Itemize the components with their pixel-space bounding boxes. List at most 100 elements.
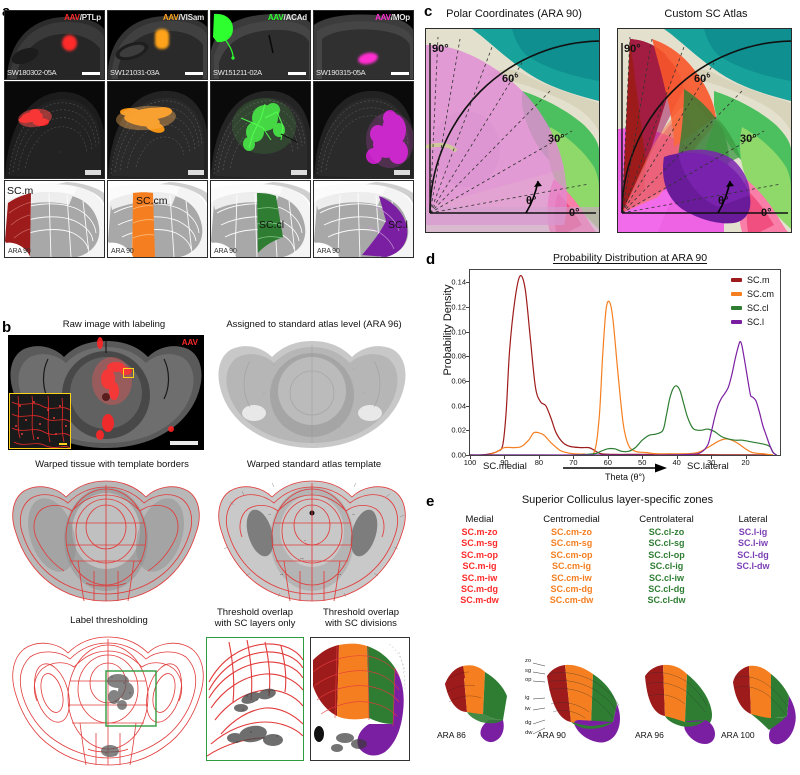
injection-image-1: AAV/PTLp SW180302-05A xyxy=(4,10,105,80)
chart-x-tick-mark xyxy=(745,455,747,459)
zone-column-medial: Medial SC.m-zo SC.m-sg SC.m-op SC.m-ig S… xyxy=(433,514,526,607)
polar-coordinates-image: 90° 60° 30° 0° θ° xyxy=(425,28,600,233)
panel-e: Superior Colliculus layer-specific zones… xyxy=(425,492,797,772)
zone-item: SC.l-iw xyxy=(737,538,768,549)
b-title-4: Warped standard atlas template xyxy=(246,459,382,470)
ara-level-2: ARA 90 xyxy=(111,248,134,255)
ara-level-4: ARA 90 xyxy=(317,248,340,255)
zone-item: SC.cm-iw xyxy=(551,572,592,583)
layer-label-dw: dw xyxy=(525,730,533,736)
zone-item: SC.cm-zo xyxy=(550,527,592,537)
panel-a: AAV/PTLp SW180302-05A xyxy=(4,10,416,258)
ara-shape-label: ARA 100 xyxy=(721,730,755,740)
panel-c-letter: c xyxy=(424,3,433,20)
zone-column-header-medial: Medial xyxy=(465,514,494,525)
zone-item: SC.cl-dg xyxy=(648,584,685,595)
zone-item: SC.cl-zo xyxy=(648,527,685,537)
c-right-title: Custom SC Atlas xyxy=(664,8,748,20)
chart-y-tick: 0.04 xyxy=(451,401,466,411)
panel-a-column-1: AAV/PTLp SW180302-05A xyxy=(4,10,105,258)
sc-labeling-svg-1 xyxy=(5,82,104,178)
svg-text:pag: pag xyxy=(300,558,304,560)
zone-item: SC.m-dw xyxy=(460,595,499,606)
sc-shape-ara86: ARA 86 xyxy=(437,660,529,746)
scale-bar-sc-3 xyxy=(291,170,307,175)
chart-legend-item[interactable]: SC.cm xyxy=(731,289,774,299)
sc-shape-ara90: zo sg op ig iw dg dw ARA 90 xyxy=(525,658,635,746)
injection-svg-4 xyxy=(314,11,413,79)
chart-y-tick: 0.14 xyxy=(451,277,466,287)
zone-item: SC.m-dg xyxy=(461,584,498,595)
svg-text:ctx: ctx xyxy=(268,513,272,516)
ara-shape-label: ARA 86 xyxy=(437,730,466,740)
chart-y-tick-mark xyxy=(466,405,470,407)
zone-item: SC.m-iw xyxy=(461,572,498,583)
chart-x-right-label: SC.lateral xyxy=(687,461,729,472)
chart-legend-label: SC.cm xyxy=(747,289,774,299)
inset-scale-bar xyxy=(59,443,67,445)
chart-y-tick-mark xyxy=(466,356,470,358)
polar-svg xyxy=(426,29,599,232)
b-title-5: Label thresholding xyxy=(70,615,148,626)
theta-label-left: θ° xyxy=(526,195,537,207)
zone-item: SC.cm-op xyxy=(550,549,593,560)
scale-bar-4 xyxy=(391,72,409,75)
zone-column-lateral: Lateral SC.l-ig SC.l-iw SC.l-dg SC.l-dw xyxy=(713,514,793,573)
layer-label-dg: dg xyxy=(525,720,532,726)
atlas-svg-4 xyxy=(314,181,413,257)
svg-text:mb: mb xyxy=(338,574,342,576)
chart-legend-swatch xyxy=(731,278,742,282)
atlas-diagram-4: SC.l ARA 90 xyxy=(313,180,414,258)
chart-legend-item[interactable]: SC.l xyxy=(731,317,774,327)
zone-item: SC.m-zo xyxy=(461,527,498,537)
threshold-overlap-sc-divisions-image xyxy=(310,637,410,761)
tracer-label-3: AAV/ACAd xyxy=(267,13,307,22)
chart-legend-swatch xyxy=(731,292,742,296)
b-title-1: Raw image with labeling xyxy=(62,319,166,330)
chart-legend-label: SC.m xyxy=(747,275,770,285)
angle-label-90-left: 90° xyxy=(432,43,449,55)
injection-image-4: AAV/MOp SW190315-05A xyxy=(313,10,414,80)
zone-item: SC.m-op xyxy=(461,549,498,560)
zone-item: SC.cm-dw xyxy=(549,595,594,606)
sc-labeling-image-2 xyxy=(107,81,208,179)
zone-item: SC.m-sg xyxy=(461,538,498,549)
ara-level-3: ARA 90 xyxy=(214,248,237,255)
layer-label-sg: sg xyxy=(525,668,532,674)
injection-image-3: AAV/ACAd SW151211-02A xyxy=(210,10,311,80)
sc-labeling-svg-3 xyxy=(211,82,310,178)
zoom-inset-svg xyxy=(10,394,70,448)
specimen-label-2: SW121031-03A xyxy=(110,68,160,77)
chart-y-tick-mark xyxy=(466,430,470,432)
chart-y-tick: 0.06 xyxy=(451,376,466,386)
specimen-label-4: SW190315-05A xyxy=(316,68,366,77)
chart-x-tick: 80 xyxy=(534,458,544,467)
b-title-2: Assigned to standard atlas level (ARA 96… xyxy=(226,319,402,330)
assigned-atlas-level-image xyxy=(214,335,410,450)
chart-series-sc-cm xyxy=(470,301,773,455)
injection-site-2 xyxy=(155,29,169,49)
svg-text:mb: mb xyxy=(280,574,284,576)
injection-svg-1 xyxy=(5,11,104,79)
zone-item: SC.cm-sg xyxy=(550,538,593,549)
sc-labeling-image-1 xyxy=(4,81,105,179)
zone-column-centromedial: Centromedial SC.cm-zo SC.cm-sg SC.cm-op … xyxy=(525,514,618,607)
zone-item: SC.m-ig xyxy=(462,561,497,572)
sc-divisions-overlap-svg xyxy=(311,638,409,760)
injection-image-2: AAV/VISam SW121031-03A xyxy=(107,10,208,80)
division-label-3: SC.cl xyxy=(259,219,285,231)
chart-legend-item[interactable]: SC.m xyxy=(731,275,774,285)
panel-d: Probability Distribution at ARA 90 Proba… xyxy=(425,250,797,488)
chart-title: Probability Distribution at ARA 90 xyxy=(552,252,708,264)
scale-bar-sc-1 xyxy=(85,170,101,175)
chart-series-sc-m xyxy=(470,276,773,455)
chart-legend-item[interactable]: SC.cl xyxy=(731,303,774,313)
panel-b-letter: b xyxy=(2,319,12,336)
zone-column-header-centrolateral: Centrolateral xyxy=(639,514,694,525)
angle-label-60-left: 60° xyxy=(502,73,519,85)
chart-y-tick-mark xyxy=(466,331,470,333)
chart-x-tick-mark xyxy=(538,455,540,459)
chart-curves xyxy=(470,270,780,455)
zone-item: SC.l-dw xyxy=(736,561,770,572)
atlas-diagram-2: SC.cm ARA 90 xyxy=(107,180,208,258)
